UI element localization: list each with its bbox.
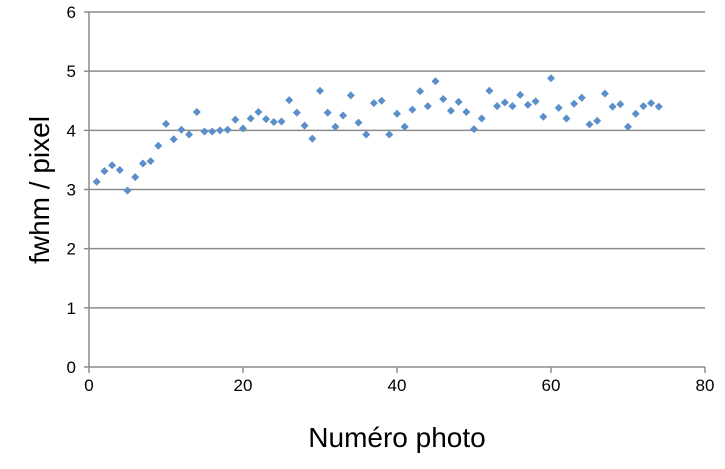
data-point [346, 91, 355, 100]
data-point [477, 114, 486, 123]
data-point [470, 125, 478, 134]
data-point [123, 186, 132, 195]
y-tick-label: 1 [67, 299, 76, 318]
data-point [600, 89, 609, 98]
y-tick-label: 5 [67, 62, 76, 81]
data-point [446, 106, 455, 115]
data-point [154, 141, 163, 150]
data-point [523, 100, 532, 109]
data-point [285, 96, 294, 105]
y-tick-label: 3 [67, 181, 76, 200]
data-point [654, 102, 663, 111]
data-point [408, 105, 417, 114]
x-tick-label: 40 [388, 376, 407, 395]
data-point [570, 99, 579, 108]
data-point [423, 102, 432, 111]
x-tick-label: 60 [542, 376, 561, 395]
gridlines [89, 11, 705, 309]
y-axis-title: fwhm / pixel [24, 116, 55, 264]
data-point [362, 130, 371, 139]
data-point [485, 86, 494, 95]
data-point [200, 127, 209, 136]
data-point [493, 102, 502, 111]
data-point [239, 124, 247, 133]
data-point [254, 107, 263, 116]
data-point [192, 107, 201, 116]
x-tick-label: 0 [84, 376, 93, 395]
axes [84, 11, 706, 373]
data-point [639, 102, 648, 111]
data-point [323, 108, 332, 117]
data-point [269, 118, 278, 127]
data-point [131, 173, 140, 182]
data-point [177, 125, 186, 134]
data-point [500, 98, 509, 107]
data-point [292, 108, 301, 117]
data-point [115, 165, 124, 174]
data-point [223, 125, 232, 134]
y-tick-label: 6 [67, 3, 76, 22]
data-point [308, 134, 317, 143]
data-point [377, 96, 386, 105]
data-point [385, 130, 394, 139]
data-point [454, 97, 463, 106]
data-point [508, 102, 517, 111]
data-point [100, 167, 109, 176]
data-point [462, 107, 471, 116]
data-points [92, 74, 663, 195]
data-point [169, 135, 178, 144]
data-point [138, 159, 147, 168]
y-tick-labels: 0 1 2 3 4 5 6 [67, 3, 76, 377]
data-point [339, 111, 348, 120]
data-point [262, 115, 271, 124]
data-point [547, 74, 555, 83]
data-point [647, 99, 656, 108]
data-point [231, 115, 240, 124]
data-point [562, 114, 571, 123]
data-point [369, 99, 378, 108]
y-tick-label: 0 [67, 358, 76, 377]
data-point [616, 100, 625, 109]
data-point [300, 121, 309, 130]
data-point [416, 87, 425, 96]
data-point [577, 93, 586, 102]
data-point [539, 112, 548, 121]
x-tick-label: 80 [696, 376, 715, 395]
data-point [631, 109, 640, 118]
data-point [516, 90, 525, 99]
data-point [431, 77, 440, 86]
data-point [316, 86, 324, 95]
x-tick-label: 20 [234, 376, 253, 395]
data-point [393, 109, 401, 118]
data-point [215, 126, 224, 135]
data-point [400, 122, 409, 131]
data-point [593, 116, 602, 125]
data-point [108, 161, 117, 170]
data-point [146, 157, 155, 166]
data-point [554, 103, 563, 112]
data-point [331, 122, 340, 131]
data-point [162, 119, 170, 128]
data-point [624, 122, 632, 131]
data-point [439, 94, 448, 103]
x-axis-title: Numéro photo [308, 422, 485, 453]
data-point [208, 127, 217, 136]
data-point [185, 130, 194, 139]
data-point [92, 177, 101, 186]
y-tick-label: 2 [67, 240, 76, 259]
data-point [354, 118, 363, 127]
data-point [585, 120, 594, 129]
data-point [246, 114, 255, 123]
data-point [277, 117, 286, 126]
data-point [608, 102, 617, 111]
data-point [531, 97, 540, 106]
x-tick-labels: 0 20 40 60 80 [84, 376, 714, 395]
y-tick-label: 4 [67, 121, 76, 140]
